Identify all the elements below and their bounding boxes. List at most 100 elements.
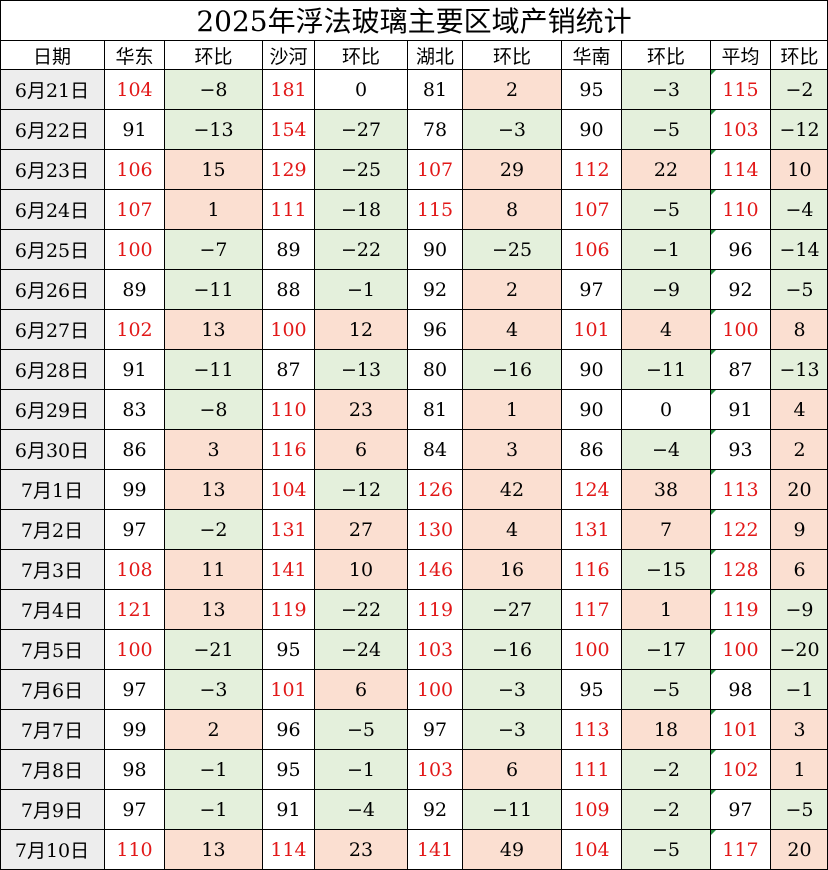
cell-huanan: 90 [562, 110, 622, 149]
cell-huadong-change: −8 [165, 390, 263, 429]
cell-hubei: 103 [408, 750, 463, 789]
cell-huadong-change: −11 [165, 350, 263, 389]
cell-hubei: 81 [408, 70, 463, 109]
cell-date: 7月6日 [0, 670, 105, 709]
cell-average: 117 [711, 830, 771, 869]
cell-hubei-change: 2 [463, 70, 562, 109]
cell-huanan: 86 [562, 430, 622, 469]
cell-huanan: 95 [562, 670, 622, 709]
cell-average: 87 [711, 350, 771, 389]
cell-huanan-change: 38 [622, 470, 711, 509]
cell-average-change: −1 [771, 670, 828, 709]
cell-average-change: 20 [771, 830, 828, 869]
cell-shahe-change: 6 [315, 430, 408, 469]
cell-hubei: 141 [408, 830, 463, 869]
table-row: 7月2日 97 −2 131 27 130 4 131 7 122 9 [0, 510, 828, 550]
cell-average: 98 [711, 670, 771, 709]
cell-shahe: 119 [263, 590, 315, 629]
cell-huadong: 121 [105, 590, 165, 629]
cell-hubei: 97 [408, 710, 463, 749]
cell-huanan: 97 [562, 270, 622, 309]
cell-huanan: 90 [562, 390, 622, 429]
cell-average-change: −4 [771, 190, 828, 229]
cell-average-change: 10 [771, 150, 828, 189]
cell-average-change: 8 [771, 310, 828, 349]
cell-huadong: 97 [105, 670, 165, 709]
cell-average: 100 [711, 630, 771, 669]
table-row: 7月7日 99 2 96 −5 97 −3 113 18 101 3 [0, 710, 828, 750]
cell-shahe-change: 6 [315, 670, 408, 709]
table-row: 6月29日 83 −8 110 23 81 1 90 0 91 4 [0, 390, 828, 430]
column-header-huanan-change: 环比 [622, 41, 711, 69]
cell-huanan-change: −2 [622, 790, 711, 829]
cell-hubei: 126 [408, 470, 463, 509]
cell-shahe-change: 27 [315, 510, 408, 549]
cell-huanan: 131 [562, 510, 622, 549]
cell-huadong: 89 [105, 270, 165, 309]
cell-hubei-change: 29 [463, 150, 562, 189]
cell-huanan: 106 [562, 230, 622, 269]
cell-shahe: 104 [263, 470, 315, 509]
cell-huanan-change: 18 [622, 710, 711, 749]
cell-huadong: 106 [105, 150, 165, 189]
table-row: 7月5日 100 −21 95 −24 103 −16 100 −17 100 −20 [0, 630, 828, 670]
cell-hubei-change: −27 [463, 590, 562, 629]
cell-shahe-change: 23 [315, 830, 408, 869]
cell-huanan-change: −4 [622, 430, 711, 469]
cell-date: 6月29日 [0, 390, 105, 429]
cell-shahe-change: −25 [315, 150, 408, 189]
cell-hubei-change: −3 [463, 710, 562, 749]
cell-huadong-change: −11 [165, 270, 263, 309]
cell-average-change: 6 [771, 550, 828, 589]
cell-hubei: 100 [408, 670, 463, 709]
cell-huanan: 107 [562, 190, 622, 229]
cell-huadong-change: −13 [165, 110, 263, 149]
cell-date: 6月21日 [0, 70, 105, 109]
cell-hubei: 80 [408, 350, 463, 389]
cell-shahe: 110 [263, 390, 315, 429]
cell-huanan-change: −17 [622, 630, 711, 669]
cell-huanan-change: −2 [622, 750, 711, 789]
cell-huadong-change: −1 [165, 750, 263, 789]
cell-hubei: 103 [408, 630, 463, 669]
cell-date: 7月3日 [0, 550, 105, 589]
cell-shahe-change: −24 [315, 630, 408, 669]
cell-shahe: 87 [263, 350, 315, 389]
cell-shahe: 95 [263, 630, 315, 669]
header-row: 日期 华东 环比 沙河 环比 湖北 环比 华南 环比 平均 环比 [0, 41, 828, 70]
cell-hubei: 92 [408, 270, 463, 309]
cell-shahe-change: −5 [315, 710, 408, 749]
cell-huadong-change: −8 [165, 70, 263, 109]
table-row: 6月26日 89 −11 88 −1 92 2 97 −9 92 −5 [0, 270, 828, 310]
cell-shahe-change: −22 [315, 590, 408, 629]
sales-table: 日期 华东 环比 沙河 环比 湖北 环比 华南 环比 平均 环比 6月21日 104 −8 181 0 81 2 9… [0, 41, 828, 870]
cell-average-change: −5 [771, 270, 828, 309]
cell-date: 6月26日 [0, 270, 105, 309]
cell-huanan-change: 1 [622, 590, 711, 629]
column-header-shahe-change: 环比 [315, 41, 408, 69]
cell-huanan-change: −11 [622, 350, 711, 389]
cell-huanan-change: 0 [622, 390, 711, 429]
cell-shahe-change: −12 [315, 470, 408, 509]
cell-huadong: 107 [105, 190, 165, 229]
cell-hubei-change: 8 [463, 190, 562, 229]
cell-huanan-change: −5 [622, 110, 711, 149]
table-row: 6月27日 102 13 100 12 96 4 101 4 100 8 [0, 310, 828, 350]
cell-average: 97 [711, 790, 771, 829]
cell-shahe-change: 0 [315, 70, 408, 109]
table-row: 7月1日 99 13 104 −12 126 42 124 38 113 20 [0, 470, 828, 510]
cell-huadong: 83 [105, 390, 165, 429]
cell-huanan: 100 [562, 630, 622, 669]
cell-huanan: 116 [562, 550, 622, 589]
cell-hubei: 119 [408, 590, 463, 629]
cell-shahe: 154 [263, 110, 315, 149]
cell-hubei-change: −3 [463, 110, 562, 149]
cell-huadong-change: 3 [165, 430, 263, 469]
table-row: 6月22日 91 −13 154 −27 78 −3 90 −5 103 −12 [0, 110, 828, 150]
cell-huadong-change: 1 [165, 190, 263, 229]
cell-hubei: 81 [408, 390, 463, 429]
cell-huanan: 111 [562, 750, 622, 789]
cell-huadong: 97 [105, 510, 165, 549]
cell-average-change: 9 [771, 510, 828, 549]
cell-shahe-change: −1 [315, 750, 408, 789]
